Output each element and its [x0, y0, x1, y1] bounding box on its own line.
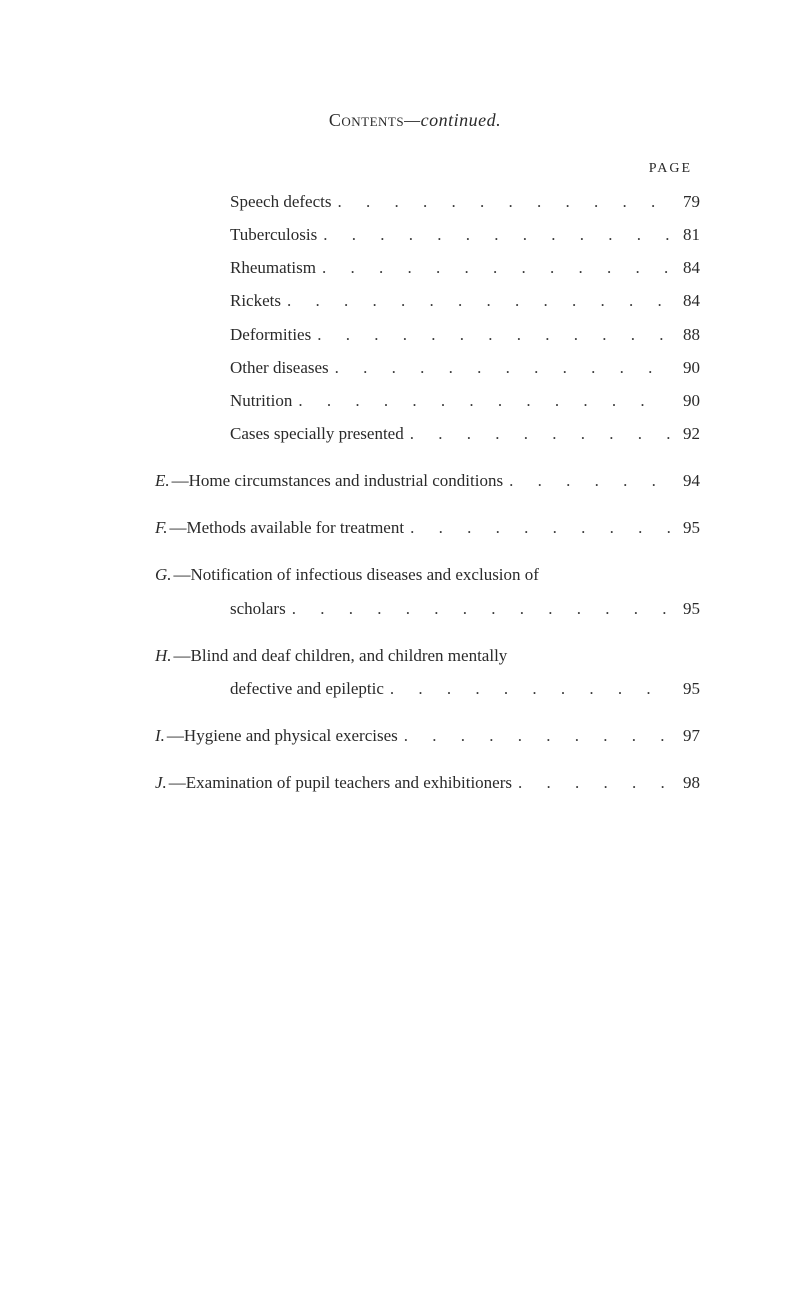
toc-sub-item: Cases specially presented . . . . . . . … — [130, 417, 700, 450]
section-text: —Hygiene and physical exercises — [167, 719, 398, 752]
leader-dots: . . . . . . . . . . . . . . . . . . . . — [281, 284, 670, 317]
section-text-line1: —Notification of infectious diseases and… — [174, 558, 700, 591]
leader-dots: . . . . . . . . . . . . . . . . . . . . — [329, 351, 670, 384]
toc-sub-item: Other diseases . . . . . . . . . . . . .… — [130, 351, 700, 384]
leader-dots: . . . . . . . . . . . . . . . . . . . . — [311, 318, 670, 351]
toc-label: Cases specially presented — [230, 417, 404, 450]
toc-page: 95 — [670, 592, 700, 625]
toc-page: 97 — [670, 719, 700, 752]
toc-page: 94 — [670, 464, 700, 497]
section-text: —Home circumstances and industrial condi… — [172, 464, 503, 497]
leader-dots: . . . . . . . . . . . . . . . . . . . . — [384, 672, 670, 705]
section-letter: E. — [155, 464, 172, 497]
toc-page: 92 — [670, 417, 700, 450]
toc-sub-item: Rickets . . . . . . . . . . . . . . . . … — [130, 284, 700, 317]
toc-section-h: H. —Blind and deaf children, and childre… — [130, 639, 700, 705]
toc-page: 90 — [670, 351, 700, 384]
leader-dots: . . . . . . . . . . . . . . . . . . . . — [404, 417, 670, 450]
page-column-header: PAGE — [130, 161, 700, 177]
toc-label: Speech defects — [230, 185, 331, 218]
toc-label: Deformities — [230, 318, 311, 351]
leader-dots: . . . . . . . . . . . . . . . . . . . . — [331, 185, 670, 218]
toc-page: 79 — [670, 185, 700, 218]
section-text-line2: scholars — [230, 592, 286, 625]
section-text-line1: —Blind and deaf children, and children m… — [174, 639, 700, 672]
leader-dots: . . . . . . . . . . . . . . . . . . . . — [317, 218, 670, 251]
toc-sub-item: Nutrition . . . . . . . . . . . . . . . … — [130, 384, 700, 417]
toc-page: 88 — [670, 318, 700, 351]
toc-page: 95 — [670, 672, 700, 705]
leader-dots: . . . . . . . . . . . . . . . . . . . . — [404, 511, 670, 544]
toc-sub-item: Speech defects . . . . . . . . . . . . .… — [130, 185, 700, 218]
leader-dots: . . . . . . . . . . . . . . . . . . . . — [503, 464, 670, 497]
section-letter: G. — [155, 558, 174, 591]
toc-section-i: I. —Hygiene and physical exercises . . .… — [130, 719, 700, 752]
title-tail: —continued. — [404, 110, 501, 130]
toc-sub-item: Tuberculosis . . . . . . . . . . . . . .… — [130, 218, 700, 251]
toc-label: Tuberculosis — [230, 218, 317, 251]
toc-section-j: J. —Examination of pupil teachers and ex… — [130, 766, 700, 799]
leader-dots: . . . . . . . . . . . . . . . . . . . . — [512, 766, 670, 799]
toc-label: Rheumatism — [230, 251, 316, 284]
toc-label: Rickets — [230, 284, 281, 317]
toc-page: 84 — [670, 251, 700, 284]
section-text: —Examination of pupil teachers and exhib… — [169, 766, 512, 799]
page-title: Contents—continued. — [130, 110, 700, 131]
toc-sub-item: Deformities . . . . . . . . . . . . . . … — [130, 318, 700, 351]
toc-section-f: F. —Methods available for treatment . . … — [130, 511, 700, 544]
section-text: —Methods available for treatment — [169, 511, 404, 544]
section-letter: I. — [155, 719, 167, 752]
toc-page: 98 — [670, 766, 700, 799]
toc-page: 81 — [670, 218, 700, 251]
title-caps: Contents — [329, 110, 404, 130]
leader-dots: . . . . . . . . . . . . . . . . . . . . — [398, 719, 670, 752]
section-letter: J. — [155, 766, 169, 799]
toc-label: Nutrition — [230, 384, 292, 417]
toc-section-e: E. —Home circumstances and industrial co… — [130, 464, 700, 497]
leader-dots: . . . . . . . . . . . . . . . . . . . . — [286, 592, 670, 625]
toc-page: 90 — [670, 384, 700, 417]
toc-label: Other diseases — [230, 351, 329, 384]
section-letter: H. — [155, 639, 174, 672]
toc-sub-item: Rheumatism . . . . . . . . . . . . . . .… — [130, 251, 700, 284]
section-text-line2: defective and epileptic — [230, 672, 384, 705]
toc-page: 95 — [670, 511, 700, 544]
leader-dots: . . . . . . . . . . . . . . . . . . . . — [316, 251, 670, 284]
leader-dots: . . . . . . . . . . . . . . . . . . . . — [292, 384, 670, 417]
toc-section-g: G. —Notification of infectious diseases … — [130, 558, 700, 624]
toc-page: 84 — [670, 284, 700, 317]
section-letter: F. — [155, 511, 169, 544]
